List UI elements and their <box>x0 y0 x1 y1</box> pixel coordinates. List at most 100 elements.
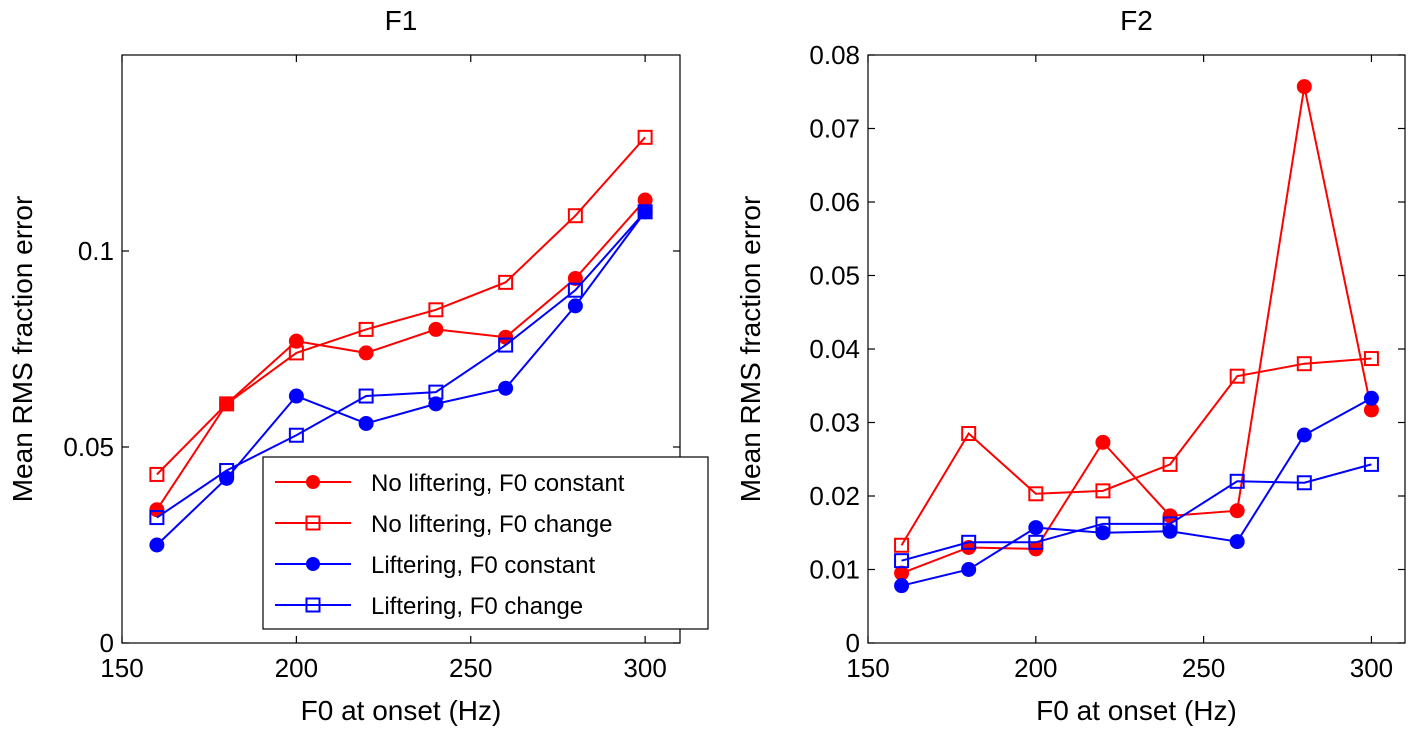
data-point <box>1028 520 1044 536</box>
y-tick-label: 0.1 <box>78 236 114 266</box>
data-point <box>961 534 977 550</box>
data-point <box>1229 368 1245 384</box>
y-tick-label: 0.05 <box>809 261 860 291</box>
legend-entry: Liftering, F0 change <box>275 593 583 620</box>
chart-title: F1 <box>385 5 418 36</box>
data-point <box>1028 534 1044 550</box>
data-point <box>1363 351 1379 367</box>
y-tick-label: 0.03 <box>809 408 860 438</box>
y-tick-label: 0.05 <box>63 432 114 462</box>
x-tick-label: 200 <box>1014 653 1057 683</box>
panel-f1: F1 150 200 250 300 0 0.05 0.1 F0 at onset (Hz) Me… <box>7 5 709 726</box>
legend-label: Liftering, F0 constant <box>371 552 595 579</box>
data-point <box>1095 525 1111 541</box>
data-point <box>498 274 514 290</box>
series-line <box>156 211 646 519</box>
series-4 <box>894 456 1379 569</box>
data-point <box>1296 79 1312 95</box>
legend-box <box>262 456 709 630</box>
data-point <box>288 333 304 349</box>
series-line <box>900 357 1372 546</box>
data-point <box>1162 516 1178 532</box>
data-point <box>1296 475 1312 491</box>
y-tick-label: 0.04 <box>809 334 860 364</box>
data-point <box>961 426 977 442</box>
series-3 <box>149 204 653 553</box>
data-point <box>1095 434 1111 450</box>
panel-f2: F2 150 200 250 300 0 0.01 0.02 0.03 0.04 0.05 0.06 0… <box>735 5 1406 726</box>
x-axis-label: F0 at onset (Hz) <box>1036 695 1237 726</box>
x-tick-label: 300 <box>1350 653 1393 683</box>
x-tick-label: 150 <box>846 653 889 683</box>
legend-marker <box>306 557 320 571</box>
series-line <box>901 463 1372 562</box>
data-point <box>1162 456 1178 472</box>
legend-marker <box>306 475 320 489</box>
x-tick-label: 300 <box>623 653 666 683</box>
series-line <box>156 199 646 511</box>
data-point <box>428 384 444 400</box>
data-point <box>637 204 653 220</box>
legend-label: Liftering, F0 change <box>371 593 583 620</box>
data-point <box>358 345 374 361</box>
data-point <box>1095 516 1111 532</box>
y-tick-label: 0.06 <box>809 187 860 217</box>
y-axis-label: Mean RMS fraction error <box>735 196 766 503</box>
y-tick-label: 0.07 <box>809 114 860 144</box>
legend-marker <box>305 597 321 613</box>
data-point <box>567 298 583 314</box>
data-point <box>498 380 514 396</box>
data-point <box>1296 427 1312 443</box>
legend: No liftering, F0 constant No liftering, F… <box>262 456 709 630</box>
data-point <box>567 270 583 286</box>
data-point <box>219 463 235 479</box>
data-point <box>358 388 374 404</box>
data-point <box>567 282 583 298</box>
plot-frame <box>121 54 681 644</box>
data-point <box>1363 390 1379 406</box>
series-line <box>156 136 646 476</box>
data-point <box>1363 456 1379 472</box>
data-point <box>1095 483 1111 499</box>
data-point <box>219 396 235 412</box>
legend-entry: No liftering, F0 constant <box>275 470 625 497</box>
data-point <box>894 578 910 594</box>
data-point <box>567 208 583 224</box>
x-tick-label: 250 <box>449 653 492 683</box>
y-axis-label: Mean RMS fraction error <box>7 196 38 503</box>
x-tick-label: 150 <box>100 653 143 683</box>
series-line <box>901 86 1373 575</box>
series-3 <box>894 390 1379 594</box>
data-point <box>358 415 374 431</box>
legend-entry: No liftering, F0 change <box>275 511 612 538</box>
series-2 <box>894 351 1379 553</box>
data-point <box>428 321 444 337</box>
data-point <box>1229 473 1245 489</box>
data-point <box>288 345 304 361</box>
legend-label: No liftering, F0 constant <box>371 470 625 497</box>
series-line <box>901 397 1372 587</box>
y-tick-label: 0.08 <box>809 40 860 70</box>
data-point <box>428 396 444 412</box>
legend-label: No liftering, F0 change <box>371 511 612 538</box>
data-point <box>637 129 653 145</box>
data-point <box>288 388 304 404</box>
series-1 <box>894 79 1379 581</box>
x-tick-label: 250 <box>1182 653 1225 683</box>
y-tick-label: 0.02 <box>809 481 860 511</box>
data-point <box>428 302 444 318</box>
x-axis-label: F0 at onset (Hz) <box>301 695 502 726</box>
data-point <box>961 562 977 577</box>
y-tick-label: 0 <box>846 628 860 658</box>
data-point <box>288 427 304 443</box>
data-point <box>1229 503 1245 519</box>
x-tick-label: 200 <box>275 653 318 683</box>
data-point <box>894 553 910 569</box>
data-point <box>1028 486 1044 502</box>
y-tick-label: 0.01 <box>809 555 860 585</box>
y-tick-label: 0 <box>100 628 114 658</box>
series-2 <box>149 129 653 482</box>
data-point <box>358 321 374 337</box>
data-point <box>149 537 165 553</box>
data-point <box>149 466 165 482</box>
